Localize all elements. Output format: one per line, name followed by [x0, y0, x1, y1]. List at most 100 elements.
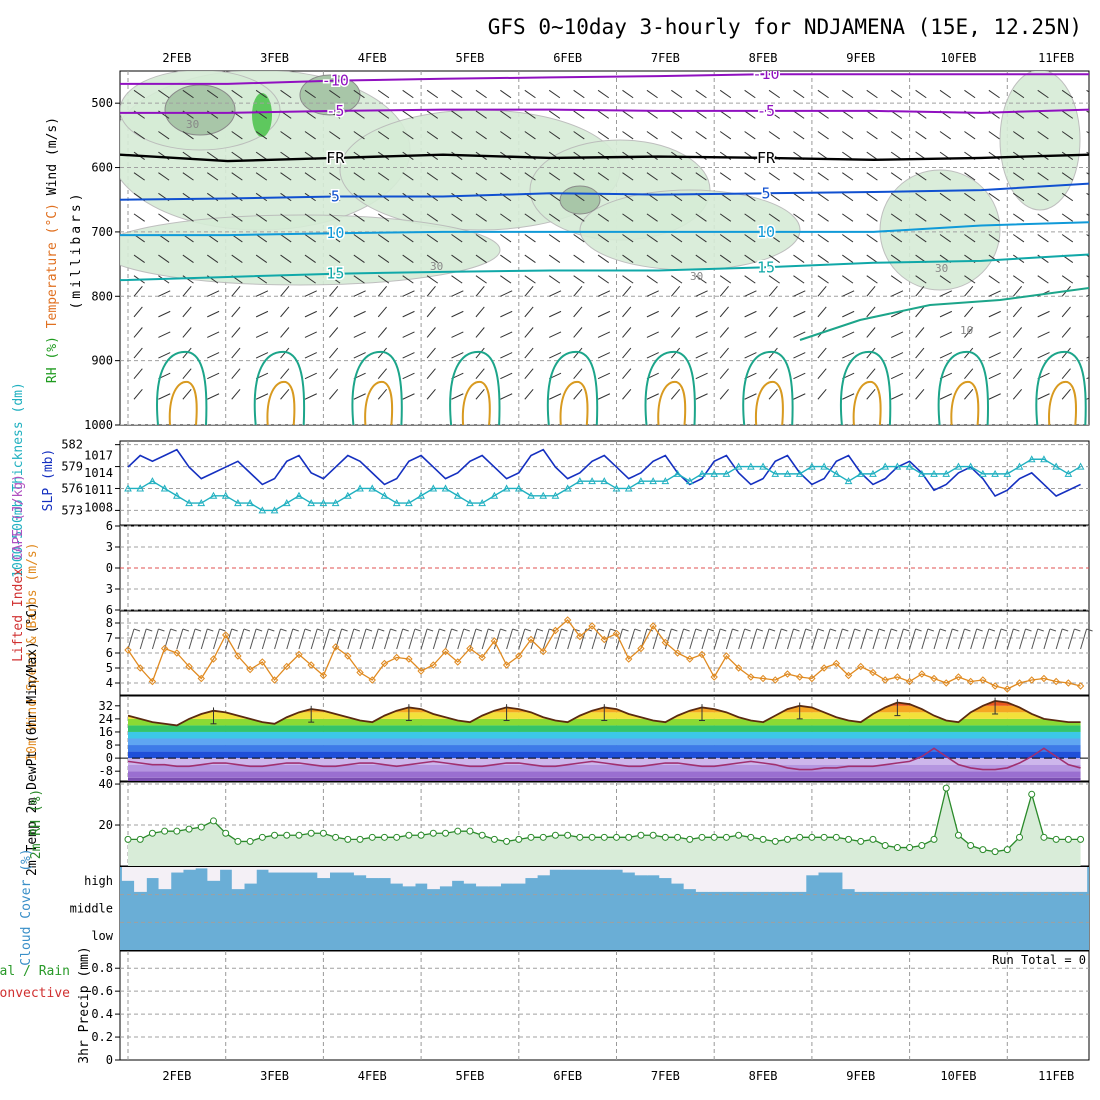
wind-barb [475, 388, 485, 400]
wind-barb [573, 131, 585, 140]
wind-barb [622, 327, 632, 338]
wind-barb [549, 331, 562, 338]
wind-barb-flag [842, 628, 849, 632]
high-cloud-gap [512, 867, 526, 884]
wind-barb [719, 131, 732, 140]
thickness-point [295, 491, 303, 499]
high-cloud-gap [1050, 867, 1063, 892]
wind-speed-point [649, 622, 657, 630]
rh-point [332, 833, 340, 841]
temp-band [128, 718, 1081, 726]
wind-barb [1061, 368, 1071, 379]
wind-barb [500, 331, 513, 338]
date-label-top: 7FEB [651, 51, 680, 65]
wind-barb [133, 213, 145, 222]
wind-barb-flag [695, 628, 702, 632]
wind-barb [573, 110, 585, 119]
wind-barb [597, 310, 611, 318]
wind-barb [670, 368, 681, 379]
wind-barb-flag [158, 628, 165, 632]
wind-speed-point [515, 652, 523, 660]
wind-barb [420, 628, 428, 650]
wind-barb [793, 131, 805, 140]
wind-speed-point [551, 626, 560, 635]
rh-point [539, 833, 547, 841]
high-cloud-gap [598, 867, 611, 870]
wind-barb [353, 310, 366, 318]
wind-speed-point [173, 649, 181, 657]
wind-barb [939, 234, 951, 243]
thickness-point [453, 491, 462, 499]
rh-contour-area [999, 71, 1081, 211]
rh-point [258, 833, 266, 841]
wind-barb [402, 254, 414, 263]
y-tick-label: 3 [106, 582, 113, 596]
wind-barb [1086, 254, 1089, 258]
wind-speed-point [185, 662, 193, 671]
wind-barb [329, 275, 341, 284]
wind-barb [744, 254, 756, 263]
wind-barb [768, 110, 780, 119]
high-cloud-gap [158, 867, 172, 890]
wind-barb [939, 192, 951, 202]
wind-speed-point [612, 629, 621, 638]
wind-barb [402, 331, 415, 338]
wind-barb [695, 234, 707, 243]
high-cloud-gap [1001, 867, 1014, 892]
wind-barb [695, 89, 707, 99]
wind-barb [548, 234, 561, 243]
high-cloud-gap [573, 867, 587, 870]
wind-barb-flag [964, 628, 971, 632]
wind-barb-flag [329, 628, 336, 632]
wind-barb [762, 628, 770, 650]
wind-barb [677, 628, 685, 650]
y-tick-label: 0.6 [91, 984, 113, 998]
wind-barb [304, 290, 317, 297]
wind-barb [890, 131, 903, 140]
ylabel-part: RH (%) [45, 328, 60, 383]
temp-band [128, 738, 1081, 746]
high-cloud-gap [891, 867, 904, 892]
rh-point [197, 823, 205, 831]
rh-point [1040, 833, 1048, 841]
y-tick-label: 32 [99, 699, 113, 713]
wind-barb [1037, 393, 1050, 400]
rh-point [796, 833, 804, 841]
wind-barb [842, 234, 854, 243]
wind-barb [451, 290, 464, 297]
thickness-point [820, 462, 828, 470]
wind-speed-point [148, 677, 157, 686]
wind-barb [964, 213, 976, 222]
wind-barb [475, 131, 487, 140]
rh-point [869, 835, 877, 843]
wind-speed-point [576, 632, 584, 641]
wind-speed-point [905, 677, 914, 686]
y-tick-label: 579 [61, 460, 83, 474]
isotherm-label: 5 [331, 188, 340, 206]
isotherm-20-plume [840, 350, 892, 425]
wind-barb [842, 290, 855, 297]
wind-speed-point [405, 655, 413, 663]
date-labels-top: 2FEB 3FEB 4FEB 5FEB 6FEB 7FEB 8FEB 9FEB 10FEB 11F… [162, 51, 1074, 65]
wind-speed-point [246, 665, 254, 674]
cloud-layer-label: high [84, 874, 113, 888]
wind-barb [1061, 388, 1071, 400]
wind-barb [451, 331, 464, 338]
wind-barb [402, 234, 414, 243]
wind-barb [1055, 628, 1063, 650]
wind-barb [988, 254, 1000, 263]
wind-barb [548, 192, 561, 202]
wind-speed-point [942, 679, 950, 687]
thickness-point [539, 491, 548, 499]
wind-barb [206, 89, 219, 99]
wind-barb [915, 327, 925, 338]
rh-point [832, 833, 840, 841]
thickness-point [783, 469, 792, 477]
wind-speed-point [1015, 679, 1024, 687]
wind-barb [377, 306, 387, 318]
upper-air-y-axis: 500 600 700 800 900 1000 [84, 96, 120, 432]
wind-barb [426, 275, 439, 284]
wind-barb [329, 347, 339, 359]
upper-air-ylabel-unit: (millibars) [69, 190, 84, 309]
rh2m-ylabel: 2m RH (%) [29, 789, 44, 859]
